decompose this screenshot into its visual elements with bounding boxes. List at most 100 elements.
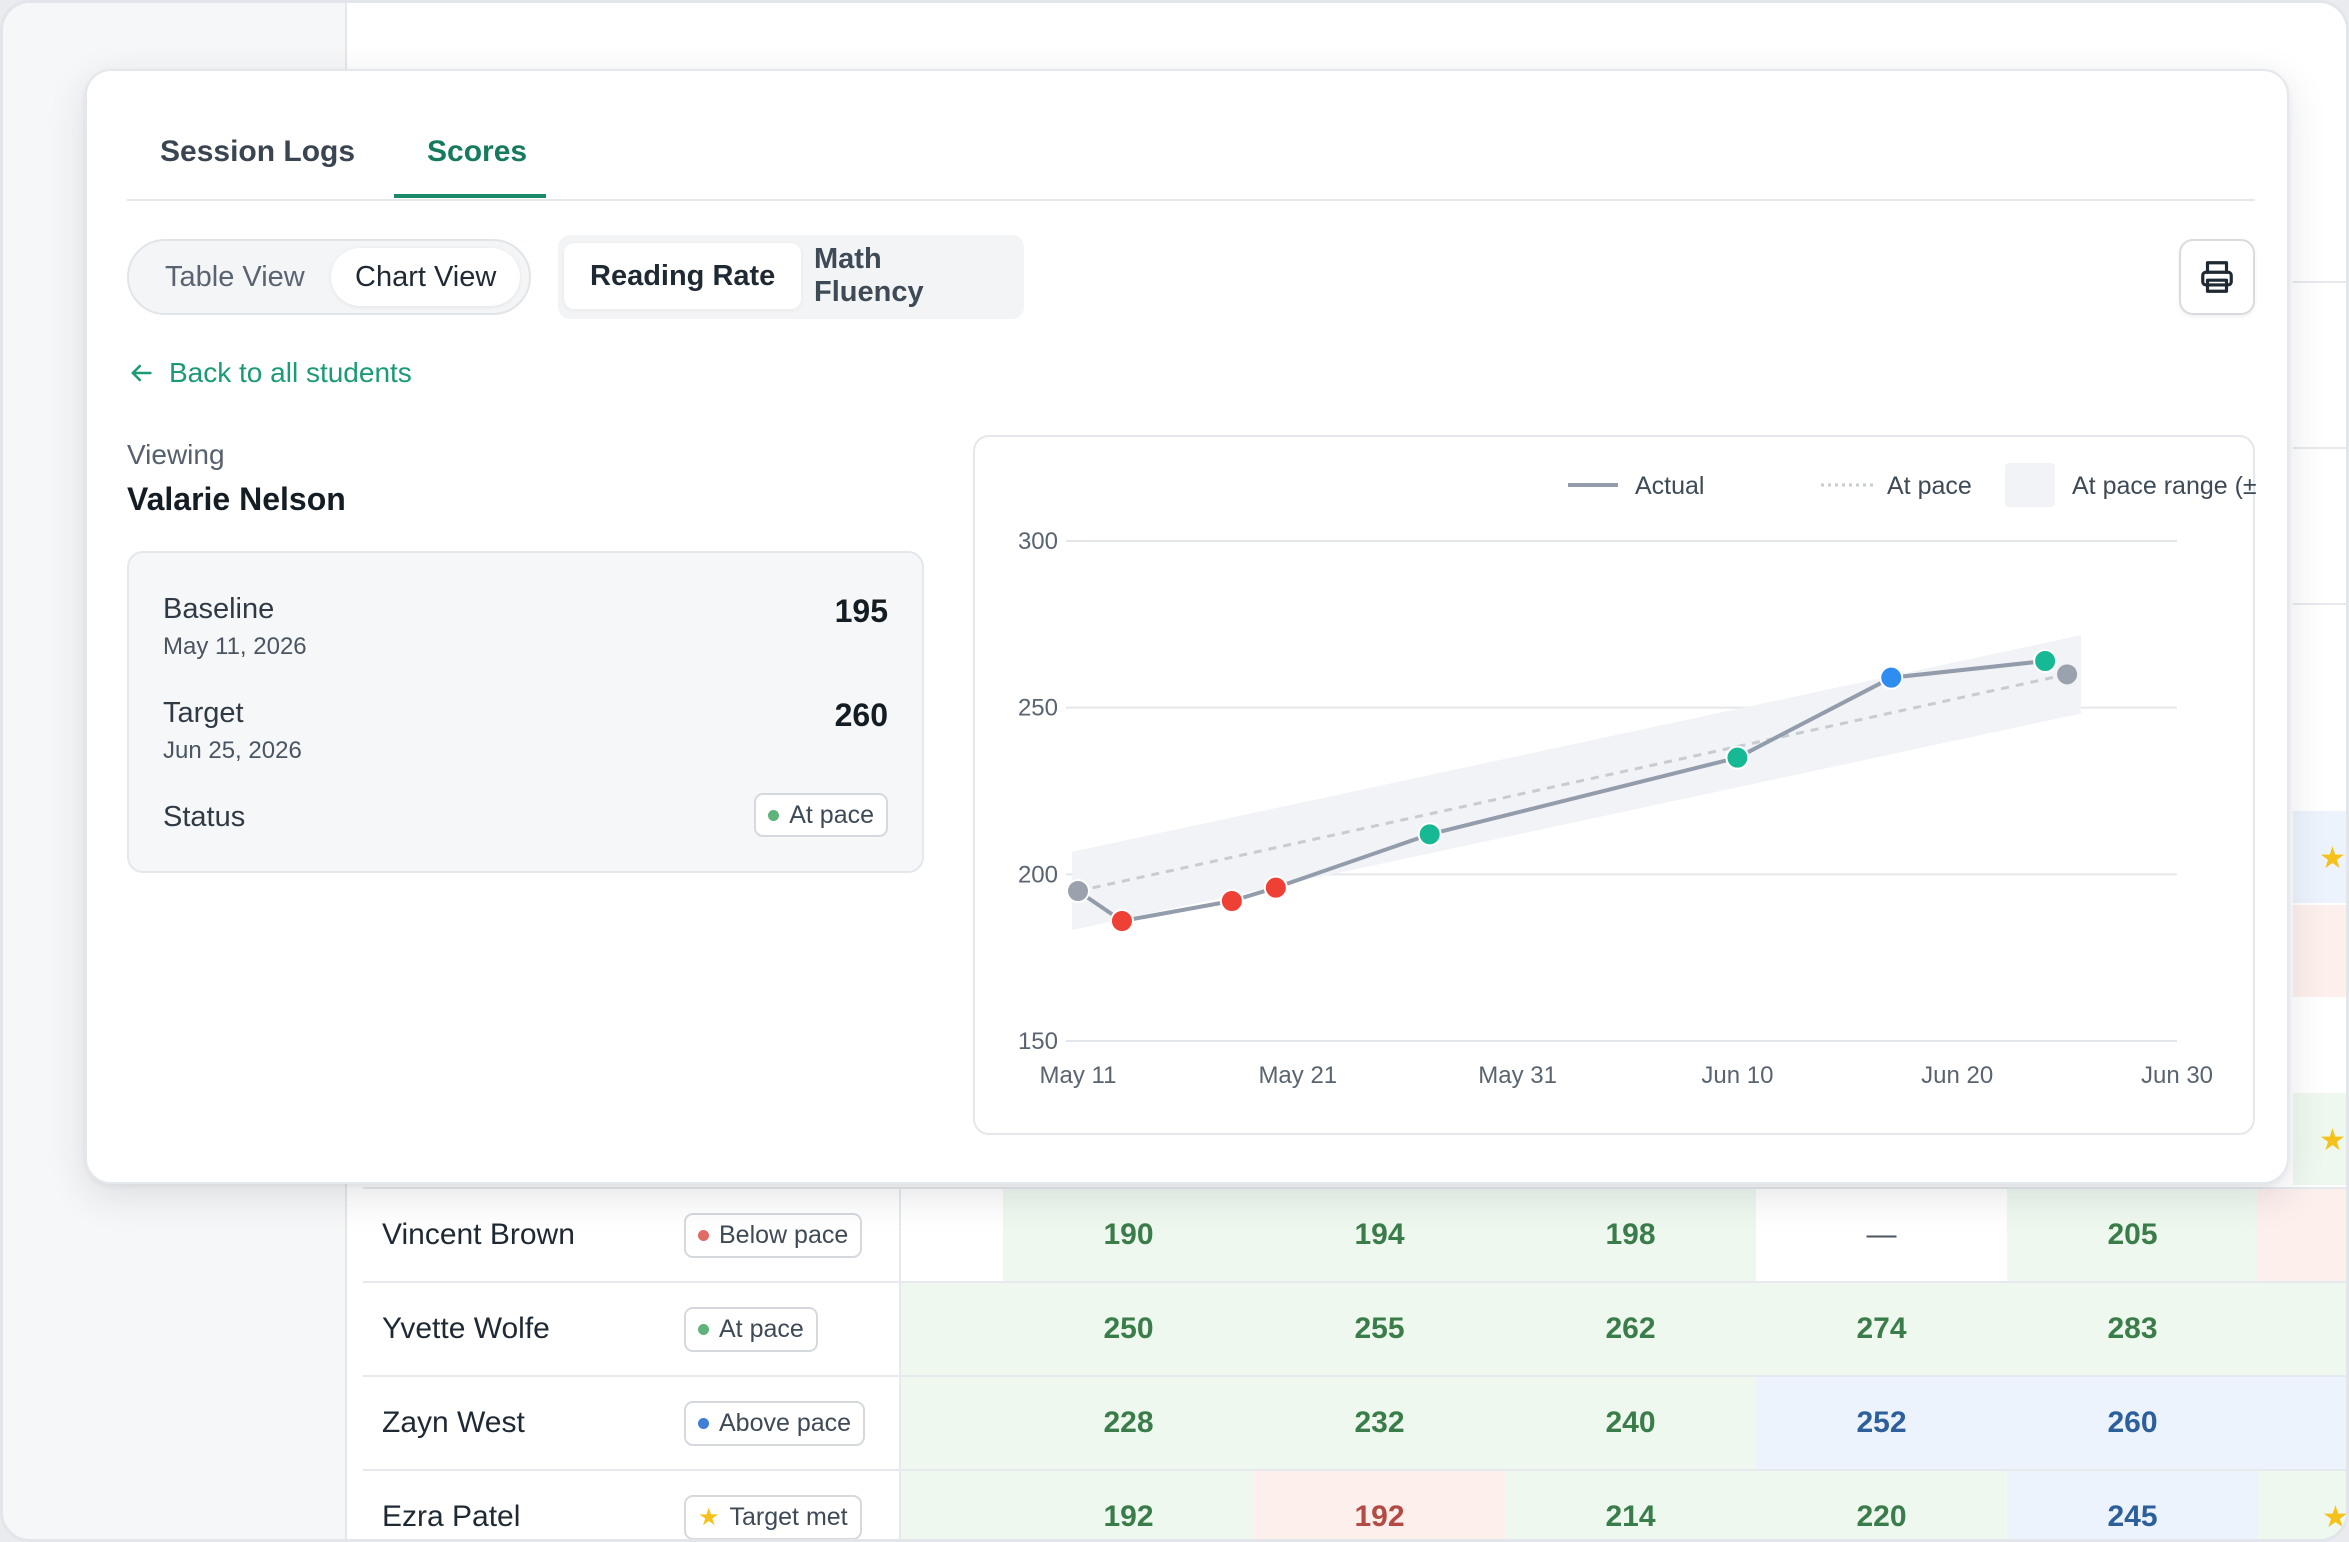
score-cell: 192	[1003, 1471, 1254, 1539]
score-cell: 232	[1254, 1377, 1505, 1469]
table-row[interactable]: 250 255 262 274 283 Yvette Wolfe At pace	[363, 1281, 2346, 1375]
score-cell: 260	[2007, 1377, 2258, 1469]
column-divider	[899, 1189, 901, 1281]
data-point	[2033, 649, 2058, 673]
view-toggle: Table View Chart View	[127, 239, 531, 315]
status-text: Target met	[729, 1502, 848, 1531]
score-cell: 190	[1003, 1189, 1254, 1281]
status-badge: At pace	[754, 793, 888, 837]
y-tick-label: 300	[1018, 528, 1058, 555]
data-point	[1219, 889, 1244, 913]
back-link-label: Back to all students	[169, 357, 412, 388]
tab-scores[interactable]: Scores	[427, 135, 528, 168]
star-icon: ★	[698, 1503, 720, 1531]
baseline-date: May 11, 2026	[163, 633, 307, 660]
score-cell: 252	[1756, 1377, 2007, 1469]
x-tick-label: Jun 20	[1921, 1062, 1993, 1089]
score-cell: 220	[1756, 1471, 2007, 1539]
y-tick-label: 150	[1018, 1028, 1058, 1055]
status-text: Above pace	[719, 1408, 852, 1437]
baseline-label: Baseline	[163, 593, 275, 625]
status-value: At pace	[789, 800, 874, 829]
data-point	[1879, 665, 1904, 690]
status-label: Status	[163, 801, 246, 833]
metric-toggle: Reading Rate Math Fluency	[558, 235, 1024, 319]
x-tick-label: Jun 30	[2141, 1062, 2213, 1089]
legend-actual-label: Actual	[1635, 472, 1704, 500]
status-dot-icon	[698, 1417, 709, 1429]
row-edge-cell	[2258, 1283, 2346, 1375]
tab-bar: Session Logs Scores	[127, 111, 2255, 201]
target-label: Target	[163, 697, 244, 729]
table-row[interactable]: 228 232 240 252 260 Zayn West Above pace	[363, 1375, 2346, 1469]
score-cell	[901, 1377, 1003, 1469]
table-view-option[interactable]: Table View	[165, 260, 305, 293]
row-edge-cell	[2258, 1377, 2346, 1469]
x-tick-label: May 11	[1040, 1062, 1117, 1089]
table-row[interactable]: 192 192 214 220 245 ★ Ezra Patel ★ Target met	[363, 1469, 2349, 1539]
score-cell: 255	[1254, 1283, 1505, 1375]
score-cell: 274	[1756, 1283, 2007, 1375]
score-cell: 198	[1505, 1189, 1756, 1281]
score-cell: 262	[1505, 1283, 1756, 1375]
chart-svg: 150 200 250 300 May 11 May 21 May 31 Jun 10 Jun …	[1018, 463, 2257, 1089]
status-badge: Below pace	[684, 1212, 863, 1258]
student-name-cell[interactable]: Yvette Wolfe	[382, 1312, 550, 1345]
data-point	[1066, 879, 1090, 903]
star-icon: ★	[2322, 1500, 2349, 1534]
column-divider	[899, 1283, 901, 1375]
at-pace-line	[1077, 672, 2068, 893]
score-cell	[901, 1471, 1003, 1539]
student-name-cell[interactable]: Zayn West	[382, 1406, 525, 1439]
status-text: At pace	[719, 1314, 804, 1343]
back-to-all-students-link[interactable]: Back to all students	[127, 357, 412, 389]
x-tick-label: Jun 10	[1701, 1062, 1773, 1089]
legend-range-swatch	[2005, 463, 2055, 507]
data-point	[1109, 909, 1134, 933]
score-cell: —	[1756, 1189, 2007, 1281]
target-point	[2057, 664, 2078, 685]
arrow-left-icon	[131, 364, 152, 382]
score-cell: 214	[1505, 1471, 1756, 1539]
status-dot-icon	[698, 1229, 709, 1241]
x-tick-label: May 31	[1478, 1062, 1557, 1089]
star-icon: ★	[2319, 842, 2346, 875]
y-tick-label: 200	[1018, 861, 1058, 888]
actual-line	[1076, 659, 2046, 923]
status-text: Below pace	[719, 1220, 849, 1249]
y-tick-label: 250	[1018, 695, 1058, 722]
table-row[interactable]: 190 194 198—205 Vincent Brown Below pace	[363, 1187, 2346, 1281]
row-edge-cell	[2258, 1189, 2346, 1281]
student-name-cell[interactable]: Vincent Brown	[382, 1218, 575, 1251]
chart-view-option[interactable]: Chart View	[331, 248, 521, 306]
data-point	[1725, 745, 1750, 770]
score-cell: 250	[1003, 1283, 1254, 1375]
score-cell: 240	[1505, 1377, 1756, 1469]
tab-session-logs[interactable]: Session Logs	[160, 135, 356, 168]
score-cell: 192	[1254, 1471, 1505, 1539]
reading-rate-chart: 150 200 250 300 May 11 May 21 May 31 Jun 10 Jun …	[973, 435, 2257, 1135]
print-button[interactable]	[2179, 239, 2255, 315]
status-badge: ★ Target met	[684, 1494, 862, 1539]
star-icon: ★	[2319, 1124, 2346, 1157]
student-name-cell[interactable]: Ezra Patel	[382, 1500, 521, 1533]
score-cell: 194	[1254, 1189, 1505, 1281]
target-value: 260	[834, 697, 888, 733]
x-tick-label: May 21	[1258, 1062, 1337, 1089]
legend-range-label: At pace range (±15%)	[2072, 472, 2257, 500]
score-cell: 205	[2007, 1189, 2258, 1281]
status-dot-icon	[698, 1323, 709, 1335]
active-tab-indicator	[394, 194, 546, 198]
legend-at-pace-label: At pace	[1887, 472, 1972, 500]
student-name: Valarie Nelson	[127, 481, 346, 517]
target-date: Jun 25, 2026	[163, 737, 302, 764]
score-cell: 283	[2007, 1283, 2258, 1375]
math-fluency-option[interactable]: Math Fluency	[814, 243, 924, 308]
baseline-value: 195	[834, 593, 888, 629]
reading-rate-option[interactable]: Reading Rate	[564, 243, 802, 309]
student-chart-card: Session Logs Scores Table View Chart Vie…	[85, 69, 2289, 1184]
score-cell: 245	[2007, 1471, 2258, 1539]
viewing-label: Viewing	[127, 439, 225, 470]
data-point	[1263, 875, 1288, 900]
